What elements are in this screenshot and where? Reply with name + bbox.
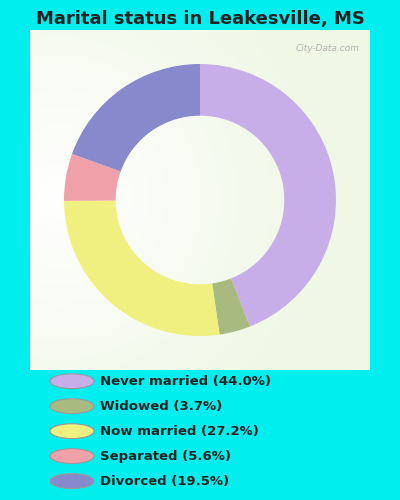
Text: Separated (5.6%): Separated (5.6%) [100, 450, 231, 462]
Wedge shape [212, 278, 250, 334]
Text: Now married (27.2%): Now married (27.2%) [100, 424, 259, 438]
Circle shape [50, 474, 94, 488]
Text: City-Data.com: City-Data.com [296, 44, 360, 52]
Circle shape [50, 399, 94, 413]
Wedge shape [64, 200, 220, 336]
Circle shape [50, 424, 94, 438]
Text: Widowed (3.7%): Widowed (3.7%) [100, 400, 222, 412]
Circle shape [50, 448, 94, 464]
Text: Marital status in Leakesville, MS: Marital status in Leakesville, MS [36, 10, 364, 28]
Wedge shape [72, 64, 200, 172]
Text: Divorced (19.5%): Divorced (19.5%) [100, 474, 229, 488]
Text: Never married (44.0%): Never married (44.0%) [100, 374, 271, 388]
Wedge shape [200, 64, 336, 326]
Wedge shape [64, 154, 121, 201]
Circle shape [50, 374, 94, 388]
